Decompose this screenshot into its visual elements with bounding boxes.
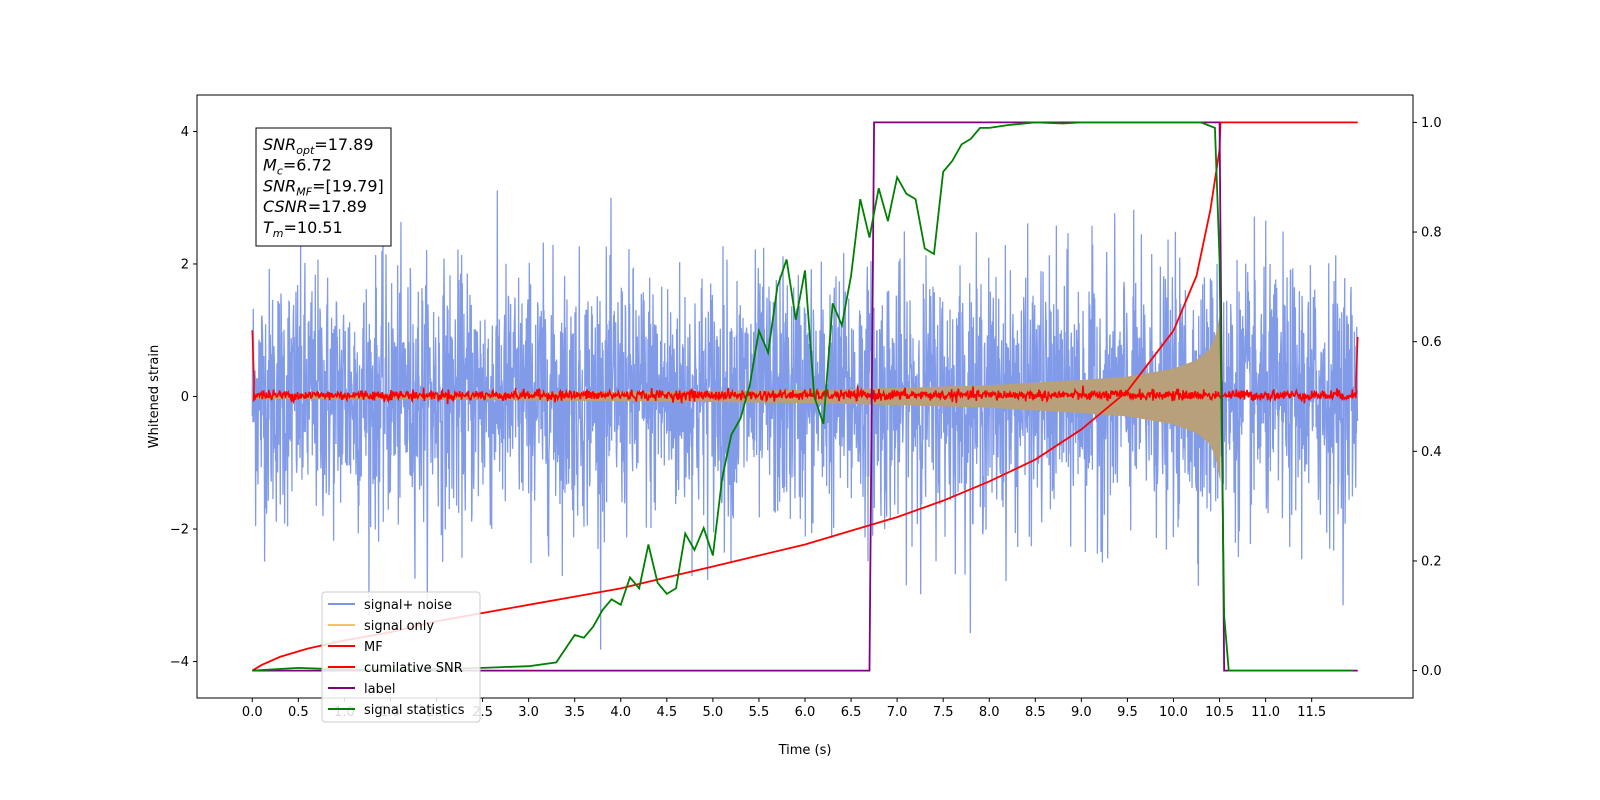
y2-tick-label: 0.6: [1421, 335, 1442, 350]
x-tick-label: 5.5: [749, 705, 770, 720]
y-tick-label: 0: [181, 390, 189, 405]
y-tick-label: 4: [181, 125, 189, 140]
annotation-value: =[19.79]: [312, 176, 384, 195]
legend-entry-label: signal only: [364, 619, 434, 634]
annotation-box-frame: [255, 127, 392, 247]
annotation-symbol: SNR: [263, 135, 296, 154]
annotation-subscript: MF: [296, 185, 312, 198]
legend-entry-label: label: [364, 682, 395, 697]
y-tick-label: −4: [170, 655, 189, 670]
annotation-value: =10.51: [284, 218, 343, 237]
annotation-symbol: T: [263, 218, 274, 237]
x-tick-label: 7.0: [887, 705, 908, 720]
x-tick-label: 11.0: [1251, 705, 1280, 720]
legend-entry-label: signal statistics: [364, 703, 465, 718]
x-tick-label: 0.5: [288, 705, 309, 720]
plot-area: [251, 121, 1359, 672]
x-tick-label: 0.0: [242, 705, 263, 720]
annotation-symbol: SNR: [263, 176, 296, 195]
legend-entry-label: cumilative SNR: [364, 661, 463, 676]
x-tick-label: 7.5: [933, 705, 954, 720]
annotation-value: =6.72: [283, 156, 332, 175]
legend-entry-label: signal+ noise: [364, 598, 452, 613]
x-tick-label: 6.5: [841, 705, 862, 720]
x-tick-label: 8.0: [979, 705, 1000, 720]
y2-tick-label: 0.0: [1421, 664, 1442, 679]
x-tick-label: 10.5: [1205, 705, 1234, 720]
annotation-symbol: M: [263, 156, 277, 175]
x-tick-label: 9.0: [1071, 705, 1092, 720]
x-tick-label: 3.0: [518, 705, 539, 720]
annotation-subscript: c: [277, 165, 283, 178]
y2-tick-label: 1.0: [1421, 116, 1442, 131]
annotation-line: Mc=6.72: [263, 156, 332, 178]
annotation-value: =17.89: [308, 197, 367, 216]
y-tick-label: −2: [170, 523, 189, 538]
annotation-line: CSNR=17.89: [263, 197, 367, 216]
y-tick-label: 2: [181, 257, 189, 272]
annotation-line: SNRopt=17.89: [263, 135, 374, 157]
y2-tick-label: 0.2: [1421, 554, 1442, 569]
series-line-mf: [251, 330, 1359, 405]
x-tick-label: 10.0: [1159, 705, 1188, 720]
annotation-subscript: m: [273, 227, 284, 240]
stats-annotation-box: SNRopt=17.89Mc=6.72SNRMF=[19.79]CSNR=17.…: [255, 127, 392, 247]
annotation-value: =17.89: [314, 135, 373, 154]
y2-tick-label: 0.8: [1421, 226, 1442, 241]
x-tick-label: 11.5: [1297, 705, 1326, 720]
annotation-symbol: CSNR: [263, 197, 308, 216]
y-axis-title: Whitened strain: [147, 345, 162, 448]
legend-entry-label: MF: [364, 640, 383, 655]
x-tick-label: 6.0: [795, 705, 816, 720]
x-tick-label: 8.5: [1025, 705, 1046, 720]
x-tick-label: 3.5: [564, 705, 585, 720]
annotation-line: Tm=10.51: [263, 218, 343, 240]
legend-frame: [321, 591, 481, 723]
legend: signal+ noise signal only MF cumilative SNR…: [321, 591, 481, 723]
x-tick-label: 4.5: [656, 705, 677, 720]
series-line-signal-noise: [251, 190, 1359, 650]
annotation-subscript: opt: [296, 144, 315, 157]
annotation-line: SNRMF=[19.79]: [263, 176, 384, 198]
x-axis-title: Time (s): [778, 743, 832, 758]
series-line-signal-statistics: [252, 121, 1354, 672]
x-tick-label: 5.0: [703, 705, 724, 720]
x-tick-label: 9.5: [1117, 705, 1138, 720]
x-tick-label: 4.0: [610, 705, 631, 720]
y2-tick-label: 0.4: [1421, 445, 1442, 460]
